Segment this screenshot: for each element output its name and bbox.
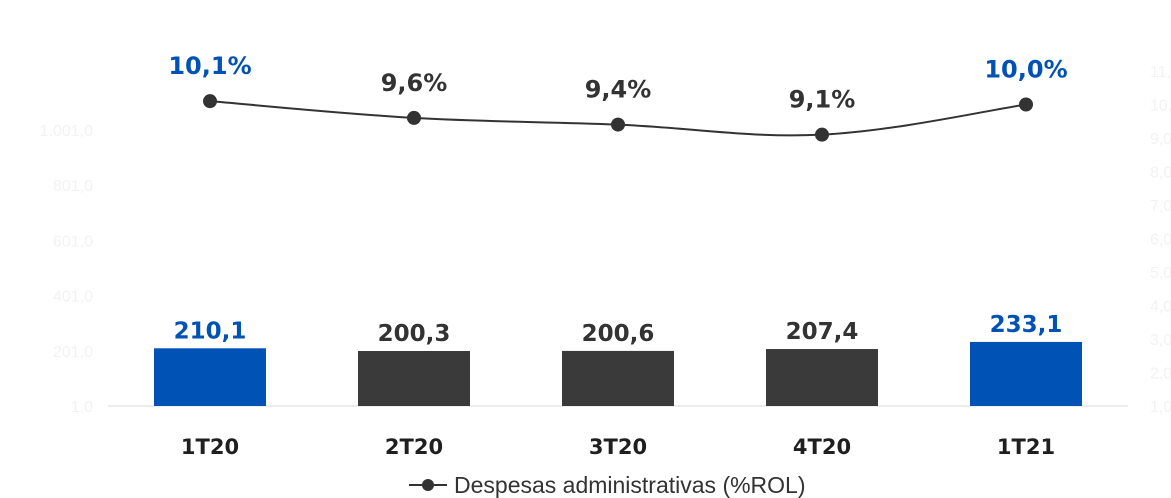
left-axis-tick: 401,0 <box>53 289 93 306</box>
left-axis-tick: 1,0 <box>71 399 93 416</box>
bar-value-label: 207,4 <box>786 319 859 345</box>
bar <box>562 350 674 406</box>
line-value-label: 9,4% <box>585 76 652 104</box>
line-marker <box>407 110 421 125</box>
bar <box>766 349 878 406</box>
left-axis-tick: 1.001,0 <box>40 123 93 140</box>
right-axis-ticks: 1,0 2,0 3,0 4,0 5,0 6,0 7,0 8,0 9,0 10,0 11,0 <box>1150 64 1171 416</box>
line-series: 10,1% 9,6% 9,4% 9,1% 10,0% <box>168 52 1068 142</box>
line-value-label: 9,1% <box>789 86 856 114</box>
line-marker <box>815 127 829 142</box>
right-axis-tick: 9,0 <box>1150 131 1171 148</box>
line-value-label: 10,0% <box>984 56 1067 84</box>
right-axis-tick: 1,0 <box>1150 399 1171 416</box>
left-axis-tick: 801,0 <box>53 178 93 195</box>
right-axis-tick: 8,0 <box>1150 165 1171 182</box>
right-axis-tick: 6,0 <box>1150 232 1171 249</box>
category-label: 1T21 <box>997 435 1055 459</box>
category-labels: 1T20 2T20 3T20 4T20 1T21 <box>181 435 1055 459</box>
line-marker <box>611 117 625 132</box>
category-label: 4T20 <box>793 435 851 459</box>
line-value-label: 9,6% <box>381 69 448 97</box>
bar-value-label: 200,3 <box>378 321 451 347</box>
category-label: 3T20 <box>589 435 647 459</box>
bar-value-label: 233,1 <box>990 312 1063 338</box>
bar-value-label: 210,1 <box>174 318 247 344</box>
line-marker <box>203 94 217 109</box>
category-label: 1T20 <box>181 435 239 459</box>
left-axis-ticks: 1,0 201,0 401,0 601,0 801,0 1.001,0 <box>40 123 93 416</box>
line-marker <box>1019 97 1033 112</box>
bar-data-labels: 210,1 200,3 200,6 207,4 233,1 <box>174 312 1063 347</box>
right-axis-tick: 7,0 <box>1150 198 1171 215</box>
bar-series <box>154 341 1082 406</box>
right-axis-tick: 4,0 <box>1150 299 1171 316</box>
legend-label: Despesas administrativas (%ROL) <box>454 472 806 498</box>
bar <box>970 341 1082 406</box>
category-label: 2T20 <box>385 435 443 459</box>
line-value-label: 10,1% <box>168 52 251 80</box>
left-axis-tick: 201,0 <box>53 344 93 361</box>
bar <box>358 350 470 406</box>
legend-marker-icon <box>422 479 434 491</box>
right-axis-tick: 5,0 <box>1150 265 1171 282</box>
right-axis-tick: 3,0 <box>1150 332 1171 349</box>
bar-value-label: 200,6 <box>582 321 655 347</box>
right-axis-tick: 2,0 <box>1150 366 1171 383</box>
right-axis-tick: 11,0 <box>1150 64 1171 81</box>
right-axis-tick: 10,0 <box>1150 98 1171 115</box>
left-axis-tick: 601,0 <box>53 233 93 250</box>
legend: Despesas administrativas (%ROL) <box>409 472 806 498</box>
bar <box>154 348 266 406</box>
